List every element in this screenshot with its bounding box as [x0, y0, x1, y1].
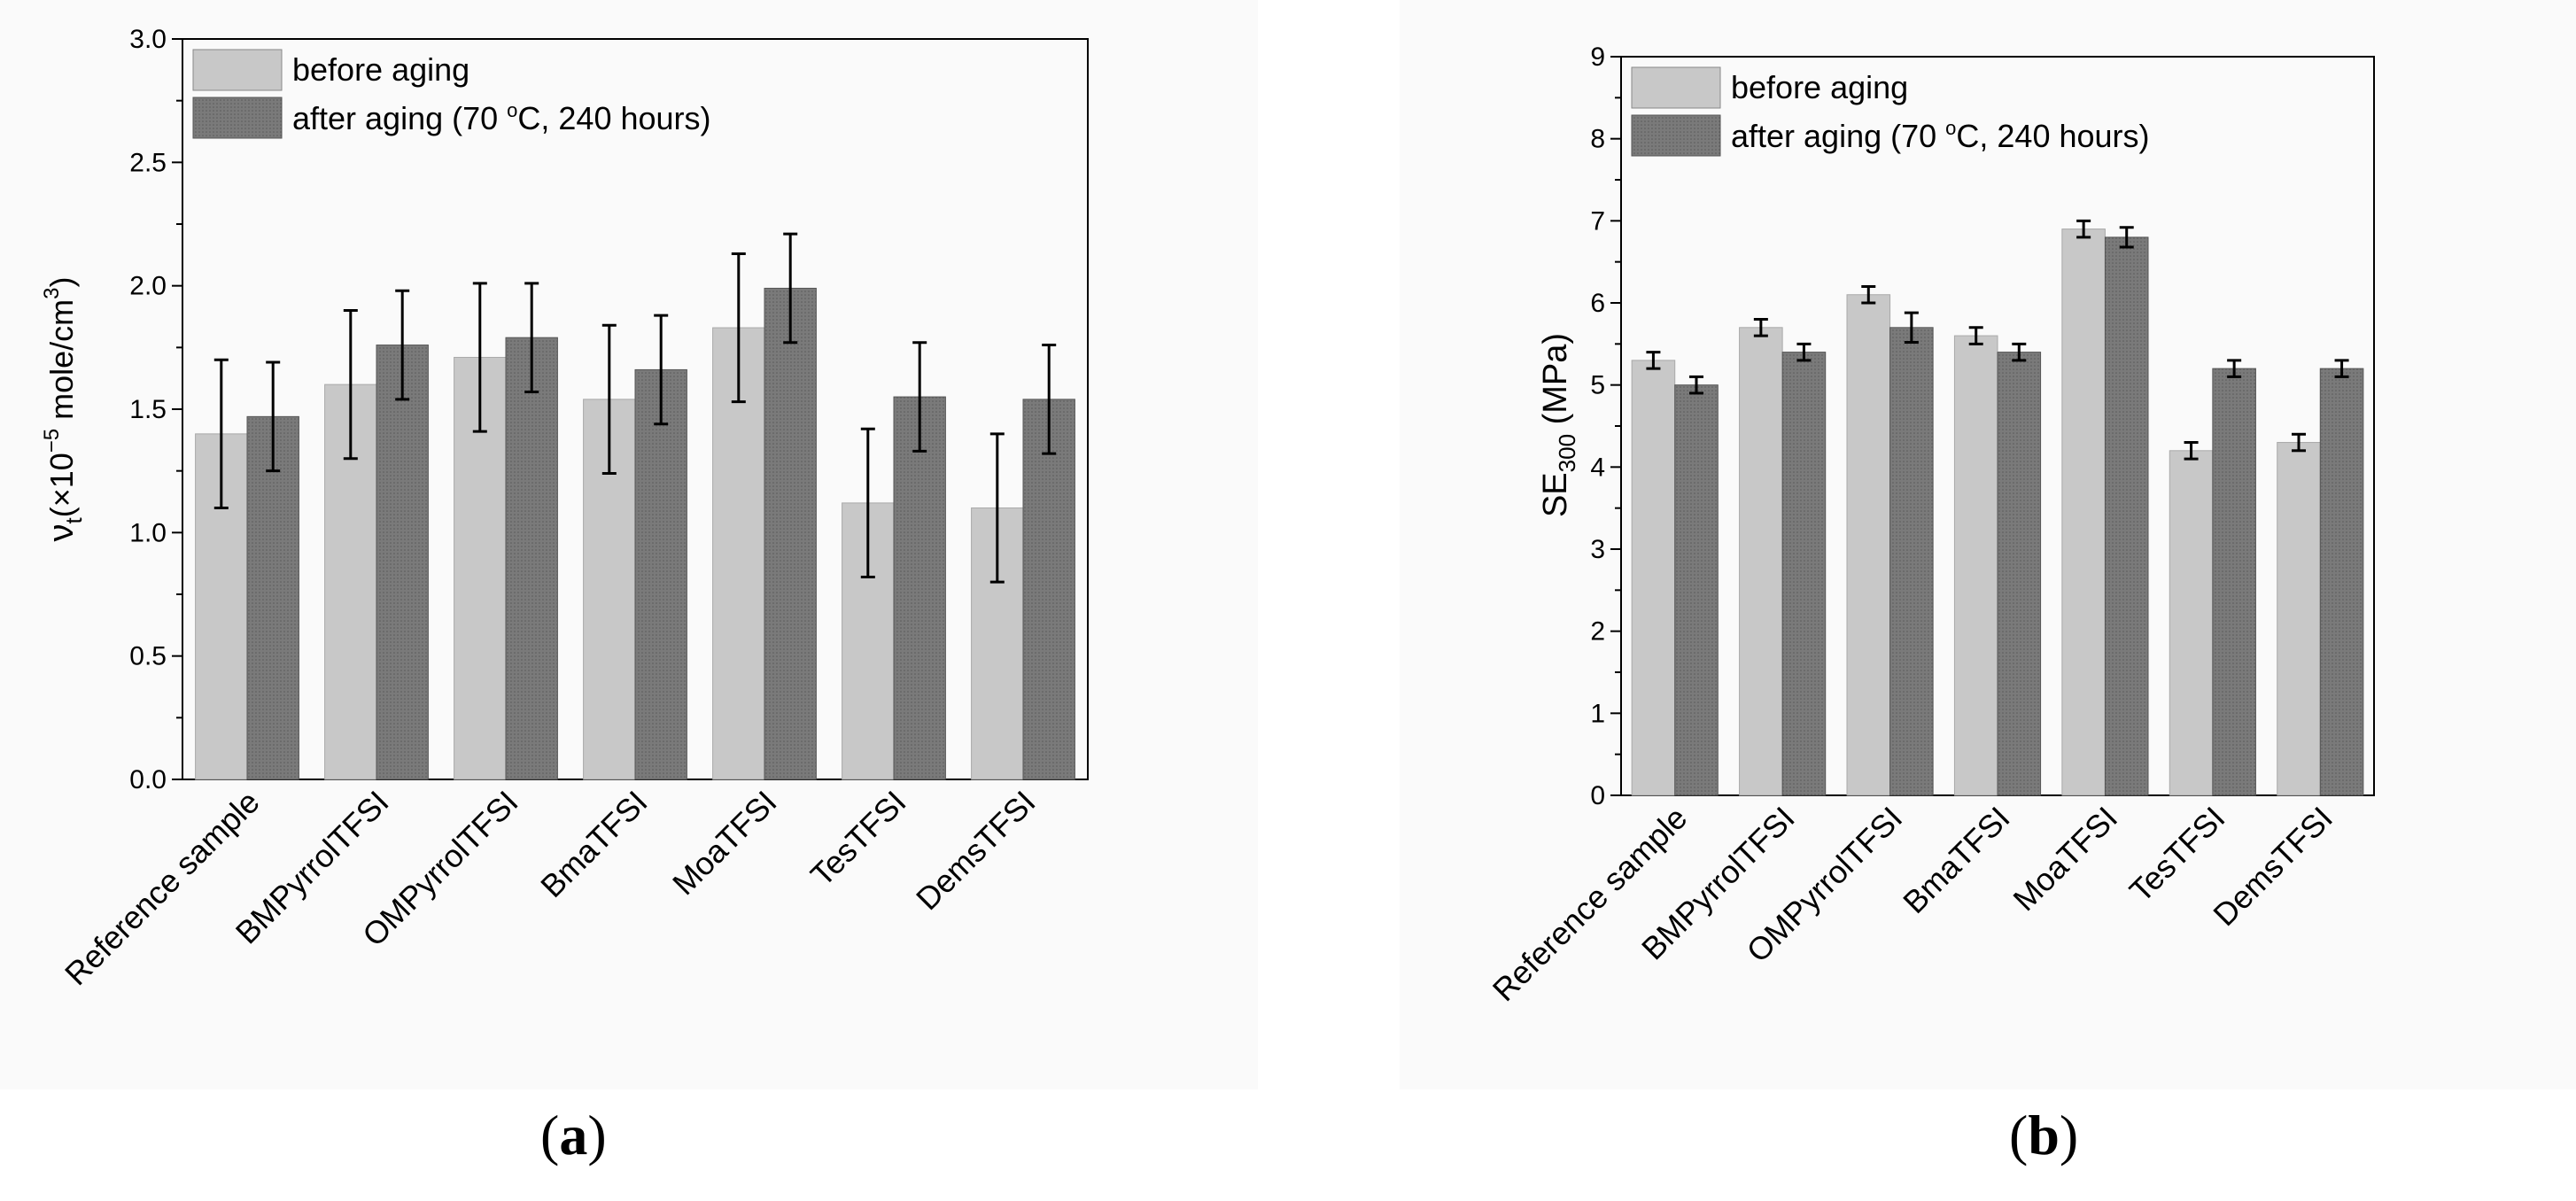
bar-after-aging: [1674, 384, 1719, 796]
y-tick-label: 3: [1590, 535, 1605, 564]
y-axis-label-a: νt(×10−5 mole/cm3): [40, 276, 87, 541]
category-label: TesTFSI: [2122, 800, 2232, 910]
y-tick-label: 1.5: [129, 395, 167, 424]
category-label: BmaTFSI: [533, 784, 654, 904]
bar-after-aging: [1022, 399, 1075, 780]
legend-swatch-before: [1631, 66, 1721, 109]
y-tick-label: 2.0: [129, 272, 167, 301]
bar-before-aging: [1739, 327, 1783, 796]
legend-swatch-after: [1631, 114, 1721, 157]
bar-before-aging: [2277, 442, 2321, 796]
caption-b: (b): [2009, 1104, 2079, 1166]
category-label: MoaTFSI: [665, 784, 784, 903]
legend-label-after: after aging (70 oC, 240 hours): [292, 99, 711, 136]
legend-label-before: before aging: [1731, 69, 1908, 105]
category-label: BmaTFSI: [1896, 800, 2016, 920]
legend-label-after: after aging (70 oC, 240 hours): [1731, 117, 2150, 154]
bar-after-aging: [505, 337, 558, 780]
y-tick-label: 3.0: [129, 25, 167, 54]
bar-before-aging: [2169, 450, 2214, 796]
category-label: Reference sample: [1486, 800, 1695, 1009]
bar-after-aging: [2212, 368, 2256, 796]
bar-after-aging: [2104, 236, 2149, 796]
y-tick-label: 7: [1590, 206, 1605, 236]
bar-after-aging: [376, 345, 429, 780]
y-tick-label: 9: [1590, 43, 1605, 72]
bar-before-aging: [1953, 335, 1998, 796]
y-tick-label: 1: [1590, 699, 1605, 728]
y-tick-label: 4: [1590, 453, 1605, 482]
bar-after-aging: [2319, 368, 2364, 796]
y-tick-label: 8: [1590, 125, 1605, 154]
y-tick-label: 0.0: [129, 765, 167, 794]
bar-before-aging: [2061, 229, 2106, 796]
bar-after-aging: [1889, 327, 1934, 796]
caption-a: (a): [540, 1104, 607, 1166]
category-label: MoaTFSI: [2006, 800, 2124, 918]
bar-after-aging: [764, 287, 817, 780]
legend-swatch-before: [192, 49, 283, 91]
y-tick-label: 5: [1590, 371, 1605, 400]
legend-swatch-after: [192, 97, 283, 139]
category-label: TesTFSI: [803, 784, 913, 894]
bar-after-aging: [893, 396, 946, 780]
y-tick-label: 0.5: [129, 642, 167, 671]
y-tick-label: 1.0: [129, 518, 167, 547]
bar-after-aging: [634, 368, 687, 780]
y-axis-label-b: SE300 (MPa): [1537, 333, 1580, 517]
y-tick-label: 6: [1590, 289, 1605, 318]
bar-after-aging: [246, 415, 299, 780]
bar-after-aging: [1781, 352, 1827, 796]
chart-panel-a: 0.0 0.5 1.0 1.5 2.0 2.5 3.0 Reference sample BMP…: [0, 0, 1258, 1089]
bar-before-aging: [1846, 294, 1891, 796]
chart-panel-b: 0 1 2 3 4 5 6 7 8 9 Reference sample BMPyrrolTFSI OM…: [1400, 0, 2576, 1089]
y-tick-label: 2.5: [129, 148, 167, 177]
bar-before-aging: [1631, 360, 1676, 796]
y-tick-label: 2: [1590, 617, 1605, 647]
y-tick-label: 0: [1590, 781, 1605, 810]
legend-label-before: before aging: [292, 51, 469, 88]
category-label: Reference sample: [58, 784, 267, 993]
category-label: DemsTFSI: [909, 784, 1043, 918]
bar-after-aging: [1997, 352, 2042, 796]
